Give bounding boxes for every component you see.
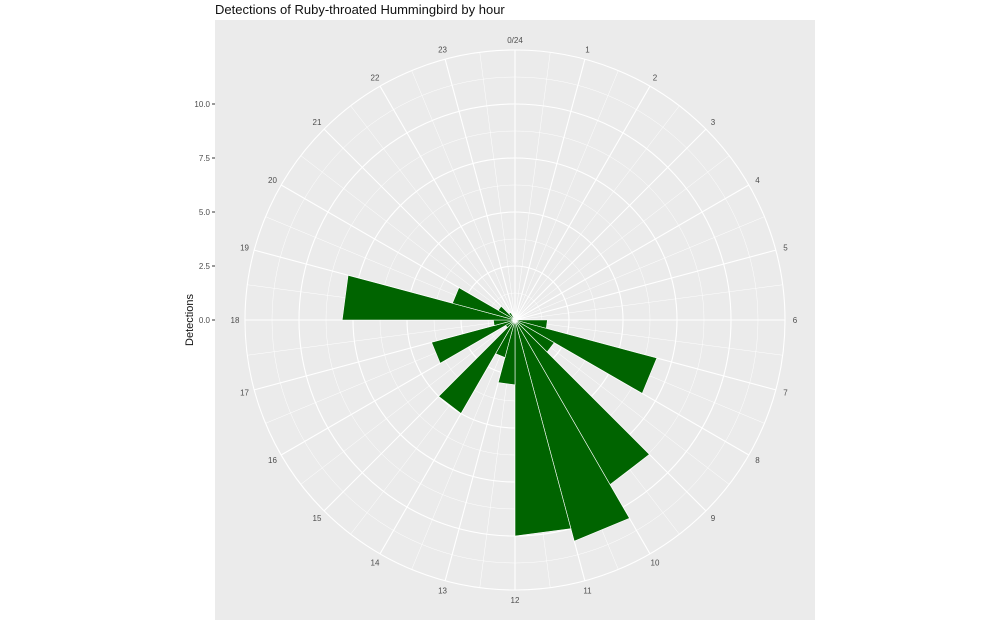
hour-tick-label: 0/24 — [507, 36, 523, 45]
major-grid-spoke — [379, 85, 516, 321]
polar-bar — [514, 319, 572, 537]
minor-grid-spoke — [411, 70, 516, 321]
hour-tick-label: 8 — [755, 456, 760, 465]
major-grid-spoke — [514, 184, 750, 321]
hour-tick-label: 5 — [783, 244, 788, 253]
hour-tick-label: 15 — [313, 514, 322, 523]
polar-bar — [508, 312, 516, 321]
major-grid-spoke — [514, 85, 651, 321]
polar-bar — [438, 319, 516, 414]
minor-grid-spoke — [247, 319, 516, 356]
major-grid-spoke — [514, 249, 776, 321]
y-tick-label: 0.0 — [199, 316, 211, 325]
minor-grid-spoke — [514, 319, 783, 356]
minor-grid-spoke — [479, 52, 516, 321]
hour-tick-label: 17 — [240, 388, 249, 397]
minor-grid-spoke — [514, 105, 680, 321]
minor-grid-spoke — [514, 216, 765, 321]
y-tick-label: 7.5 — [199, 154, 211, 163]
polar-bar — [514, 319, 658, 394]
hour-tick-label: 4 — [755, 176, 760, 185]
hour-tick-label: 12 — [511, 596, 520, 605]
hour-tick-label: 7 — [783, 388, 788, 397]
y-tick-label: 5.0 — [199, 208, 211, 217]
major-grid-spoke — [514, 128, 707, 321]
minor-grid-spoke — [514, 284, 783, 321]
y-axis: 0.0 2.5 5.0 7.5 10.0 — [194, 100, 215, 325]
hour-tick-label: 10 — [651, 558, 660, 567]
hour-tick-label: 13 — [438, 586, 447, 595]
minor-grid-spoke — [300, 155, 516, 321]
y-tick-label: 10.0 — [194, 100, 210, 109]
minor-grid-spoke — [514, 52, 551, 321]
polar-bar — [341, 274, 516, 321]
hour-tick-label: 20 — [268, 176, 277, 185]
chart-title: Detections of Ruby-throated Hummingbird … — [215, 2, 505, 17]
minor-grid-spoke — [514, 70, 619, 321]
major-grid-spoke — [514, 59, 586, 321]
hour-labels: 0/24123456789101112131415161718192021222… — [231, 36, 798, 605]
hour-tick-label: 14 — [371, 558, 380, 567]
minor-grid-spoke — [350, 105, 516, 321]
hour-tick-label: 16 — [268, 456, 277, 465]
hour-tick-label: 9 — [711, 514, 716, 523]
major-grid-spoke — [323, 128, 516, 321]
y-axis-title: Detections — [184, 294, 196, 346]
hour-tick-label: 6 — [793, 316, 798, 325]
bar-layer — [341, 274, 658, 542]
hour-tick-label: 2 — [653, 74, 658, 83]
hour-tick-label: 3 — [711, 118, 716, 127]
hour-tick-label: 19 — [240, 244, 249, 253]
hour-tick-label: 18 — [231, 316, 240, 325]
hour-tick-label: 22 — [371, 74, 380, 83]
hour-tick-label: 1 — [585, 46, 590, 55]
hour-tick-label: 23 — [438, 46, 447, 55]
major-grid-spoke — [444, 59, 516, 321]
minor-grid-spoke — [514, 155, 730, 321]
polar-bar — [451, 287, 516, 321]
polar-bar — [431, 319, 516, 364]
minor-grid-spoke — [300, 319, 516, 485]
polar-bar — [497, 305, 516, 321]
hour-tick-label: 21 — [313, 118, 322, 127]
hour-tick-label: 11 — [583, 586, 592, 595]
minor-grid-spoke — [411, 319, 516, 570]
y-tick-label: 2.5 — [199, 262, 211, 271]
